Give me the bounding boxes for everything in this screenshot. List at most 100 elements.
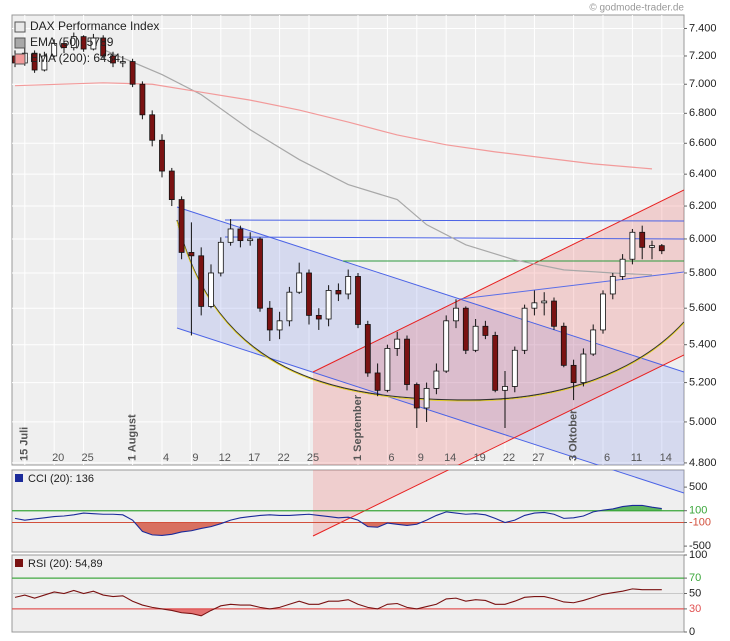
candle-body bbox=[61, 43, 67, 49]
candle-body bbox=[100, 37, 107, 57]
legend-swatch bbox=[14, 37, 26, 49]
x-tick-label: 14 bbox=[444, 452, 456, 464]
x-tick-label: 1 September bbox=[352, 394, 364, 461]
x-tick-label: 25 bbox=[307, 452, 319, 464]
x-tick-label: 22 bbox=[503, 452, 515, 464]
candle-body bbox=[90, 37, 97, 50]
candle-body bbox=[413, 384, 420, 409]
y-tick-label: 6.400 bbox=[689, 168, 717, 180]
candle-body bbox=[502, 386, 508, 391]
y-tick-label: 100 bbox=[689, 549, 707, 561]
candle-body bbox=[247, 238, 254, 242]
candle-body bbox=[404, 338, 410, 385]
y-tick-label: 6.200 bbox=[689, 200, 717, 212]
candle-body bbox=[178, 199, 185, 253]
channel-fill bbox=[313, 190, 684, 536]
y-tick-label: 50 bbox=[689, 587, 701, 599]
candle-body bbox=[119, 61, 126, 64]
x-tick-label: 22 bbox=[277, 452, 289, 464]
candle-body bbox=[296, 272, 303, 293]
candle-body bbox=[41, 55, 48, 71]
x-tick-label: 3 Oktober bbox=[568, 409, 580, 461]
candle-body bbox=[590, 329, 597, 355]
resistance-line bbox=[224, 236, 684, 240]
legend-swatch bbox=[15, 474, 23, 482]
candle-body bbox=[482, 325, 489, 336]
ema-line bbox=[102, 49, 653, 276]
candle-body bbox=[345, 276, 352, 295]
candle-body bbox=[257, 238, 263, 309]
candle-body bbox=[453, 307, 459, 322]
x-tick-label: 27 bbox=[532, 452, 544, 464]
legend-label: CCI (20): 136 bbox=[28, 473, 94, 485]
candle-body bbox=[315, 314, 322, 320]
y-tick-label: 7.000 bbox=[689, 78, 717, 90]
indicator-line bbox=[14, 504, 662, 537]
legend-swatch bbox=[15, 559, 23, 567]
candle-body bbox=[168, 170, 175, 200]
candle-body bbox=[355, 276, 361, 325]
candle-body bbox=[286, 291, 293, 322]
candle-body bbox=[551, 300, 557, 327]
x-tick-label: 9 bbox=[418, 452, 424, 464]
candle-body bbox=[31, 52, 38, 71]
candle-body bbox=[335, 290, 342, 295]
legend-label: EMA (50): 5789 bbox=[30, 35, 114, 49]
candle-body bbox=[159, 139, 165, 172]
candle-body bbox=[70, 36, 77, 49]
candle-body bbox=[110, 55, 116, 64]
candle-body bbox=[570, 364, 577, 383]
y-tick-label: 5.400 bbox=[689, 339, 717, 351]
trend-line bbox=[312, 354, 684, 537]
y-tick-label: 30 bbox=[689, 603, 701, 615]
candle-body bbox=[276, 320, 283, 331]
x-tick-label: 19 bbox=[473, 452, 485, 464]
y-tick-label: 5.000 bbox=[689, 416, 717, 428]
candle-body bbox=[443, 320, 450, 372]
y-tick-label: 7.200 bbox=[689, 50, 717, 62]
candle-body bbox=[139, 83, 146, 116]
candle-body bbox=[51, 43, 58, 57]
candle-body bbox=[423, 387, 430, 409]
candle-body bbox=[237, 228, 244, 242]
y-tick-label: 6.000 bbox=[689, 233, 717, 245]
candle-body bbox=[149, 114, 156, 141]
y-tick-label: 70 bbox=[689, 572, 701, 584]
candle-body bbox=[129, 61, 136, 85]
price-layer bbox=[12, 32, 665, 428]
candle-body bbox=[433, 370, 440, 389]
candle-body bbox=[208, 272, 214, 307]
candle-body bbox=[658, 245, 665, 252]
y-tick-label: 4.800 bbox=[689, 457, 717, 469]
x-tick-label: 6 bbox=[604, 452, 610, 464]
candle-body bbox=[649, 245, 655, 248]
candle-body bbox=[541, 300, 548, 304]
y-tick-label: 500 bbox=[689, 481, 707, 493]
candle-body bbox=[384, 348, 391, 391]
legend-label: DAX Performance Index bbox=[30, 19, 159, 33]
y-tick-label: 7.400 bbox=[689, 22, 717, 34]
x-tick-label: 9 bbox=[192, 452, 198, 464]
candle-body bbox=[609, 276, 616, 295]
x-tick-label: 6 bbox=[388, 452, 394, 464]
candle-body bbox=[217, 241, 224, 274]
candle-body bbox=[600, 293, 606, 331]
trend-line bbox=[459, 271, 684, 300]
resistance-line bbox=[224, 219, 684, 222]
legend-label: RSI (20): 54,89 bbox=[28, 558, 103, 570]
x-tick-label: 1 August bbox=[127, 414, 139, 461]
trend-line bbox=[176, 206, 684, 373]
x-tick-label: 15 Juli bbox=[19, 427, 31, 461]
x-tick-label: 14 bbox=[660, 452, 672, 464]
candle-body bbox=[619, 258, 626, 277]
y-tick-label: 5.600 bbox=[689, 302, 717, 314]
x-tick-label: 20 bbox=[52, 452, 64, 464]
y-tick-label: 5.200 bbox=[689, 376, 717, 388]
x-tick-label: 4 bbox=[163, 452, 169, 464]
candle-body bbox=[394, 338, 401, 349]
candle-body bbox=[472, 325, 479, 351]
candle-body bbox=[560, 325, 567, 366]
oversold-fill bbox=[162, 608, 215, 616]
x-tick-label: 12 bbox=[219, 452, 231, 464]
